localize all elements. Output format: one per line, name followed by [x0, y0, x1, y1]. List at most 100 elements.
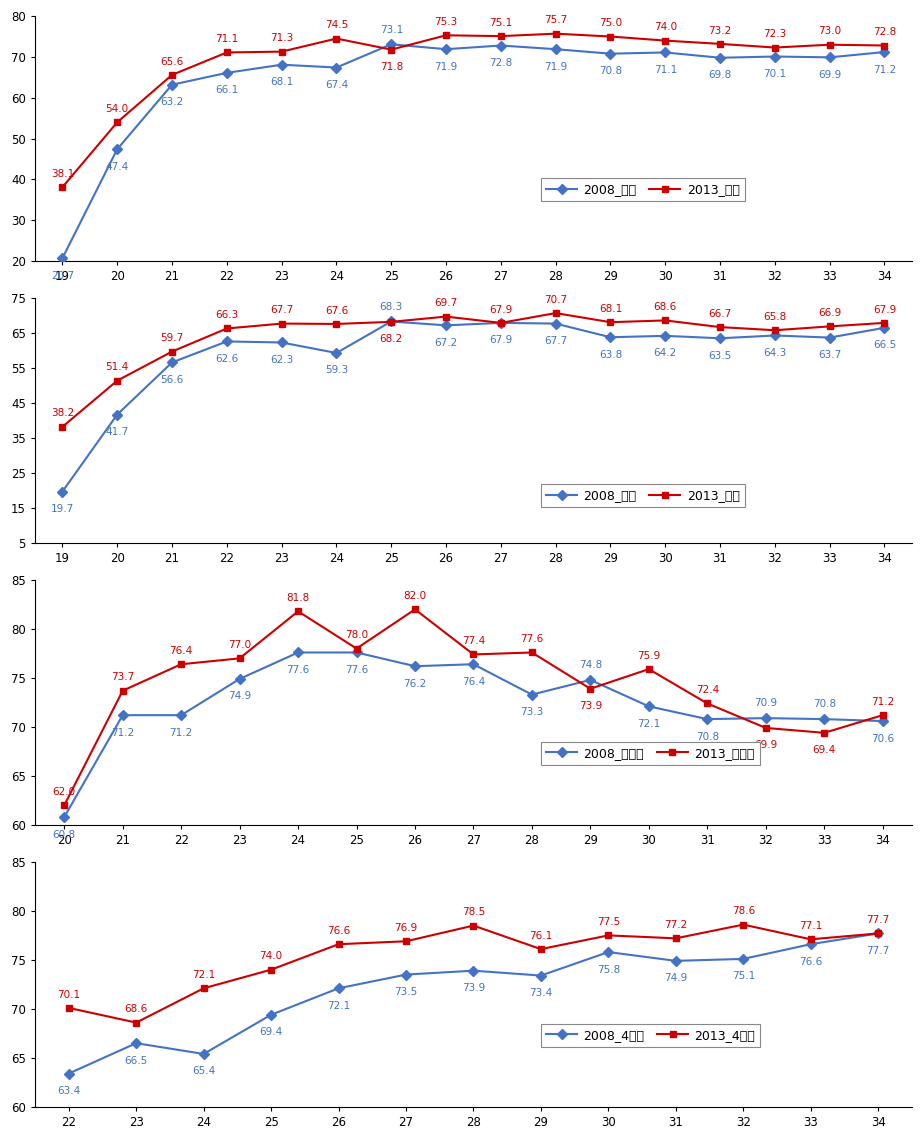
Text: 73.7: 73.7: [111, 673, 135, 683]
Text: 67.2: 67.2: [435, 337, 458, 348]
2008_전문대: [410, 659, 421, 673]
2008_전문대: [877, 715, 888, 728]
2013_4년제: [670, 931, 681, 945]
2013_전문대: [761, 722, 772, 735]
2013_4년제: [198, 982, 210, 995]
Text: 66.9: 66.9: [818, 308, 841, 318]
Text: 65.8: 65.8: [763, 312, 786, 321]
Text: 41.7: 41.7: [105, 428, 129, 437]
2008_전체: [496, 39, 507, 52]
Text: 72.8: 72.8: [489, 58, 512, 68]
2013_고교: [57, 420, 68, 433]
Text: 76.2: 76.2: [403, 678, 426, 689]
Text: 73.3: 73.3: [521, 707, 544, 717]
Text: 47.4: 47.4: [105, 162, 129, 172]
Text: 59.3: 59.3: [325, 366, 348, 375]
2008_전체: [112, 142, 123, 156]
2008_전체: [879, 46, 890, 59]
2013_전체: [440, 28, 451, 42]
Text: 38.2: 38.2: [51, 408, 74, 418]
2008_4년제: [468, 963, 479, 977]
2008_전체: [770, 50, 781, 64]
2008_전체: [714, 51, 725, 65]
Text: 71.2: 71.2: [871, 697, 894, 707]
Text: 75.8: 75.8: [597, 964, 620, 975]
2013_4년제: [872, 927, 883, 940]
2013_고교: [824, 319, 835, 333]
2008_고교: [222, 335, 233, 349]
Text: 67.6: 67.6: [325, 306, 348, 316]
Line: 2013_전문대: 2013_전문대: [61, 605, 886, 808]
Text: 69.7: 69.7: [435, 299, 458, 308]
Text: 70.8: 70.8: [599, 66, 622, 76]
2013_4년제: [63, 1001, 74, 1015]
Text: 77.6: 77.6: [345, 665, 368, 675]
Text: 63.2: 63.2: [161, 97, 184, 107]
2013_전체: [166, 68, 177, 82]
2008_고교: [331, 347, 342, 360]
Text: 75.0: 75.0: [599, 18, 622, 29]
Text: 66.1: 66.1: [215, 86, 238, 96]
2008_고교: [824, 331, 835, 344]
2008_전문대: [175, 708, 186, 722]
2013_4년제: [535, 943, 546, 956]
2013_전체: [222, 46, 233, 59]
2008_4년제: [670, 954, 681, 968]
Text: 76.1: 76.1: [529, 930, 553, 940]
2008_고교: [605, 331, 616, 344]
2013_전문대: [701, 697, 713, 710]
Text: 72.4: 72.4: [696, 685, 719, 695]
Text: 70.1: 70.1: [57, 990, 80, 1000]
Line: 2008_전체: 2008_전체: [59, 41, 888, 262]
2013_4년제: [131, 1016, 142, 1029]
2013_전문대: [526, 645, 537, 659]
Text: 71.9: 71.9: [544, 62, 568, 72]
2013_고교: [440, 310, 451, 324]
2008_4년제: [603, 945, 614, 959]
Text: 74.8: 74.8: [579, 660, 602, 670]
Text: 68.3: 68.3: [379, 302, 402, 311]
2013_전문대: [293, 604, 304, 618]
2008_전문대: [819, 712, 830, 726]
Text: 73.4: 73.4: [529, 988, 553, 998]
2013_고교: [112, 374, 123, 388]
2013_전문대: [468, 648, 479, 661]
2013_전문대: [877, 708, 888, 722]
Text: 74.0: 74.0: [653, 23, 677, 32]
2013_전체: [112, 115, 123, 129]
2008_전문대: [526, 687, 537, 701]
2013_고교: [166, 344, 177, 358]
2013_4년제: [603, 929, 614, 943]
2013_고교: [222, 321, 233, 335]
Text: 78.0: 78.0: [345, 630, 368, 641]
Text: 67.9: 67.9: [489, 304, 512, 315]
Text: 71.2: 71.2: [170, 727, 193, 738]
2013_4년제: [805, 933, 816, 946]
Text: 77.0: 77.0: [228, 640, 251, 650]
Text: 75.1: 75.1: [489, 18, 512, 27]
2013_4년제: [333, 937, 344, 951]
2013_전체: [605, 30, 616, 43]
2013_고교: [276, 317, 287, 331]
Text: 72.8: 72.8: [873, 27, 896, 38]
2008_4년제: [198, 1048, 210, 1061]
2013_고교: [660, 314, 671, 327]
Text: 76.4: 76.4: [462, 677, 485, 686]
Text: 74.9: 74.9: [228, 692, 251, 701]
2008_고교: [770, 328, 781, 342]
2013_고교: [386, 315, 397, 328]
2013_전체: [660, 34, 671, 48]
Text: 70.1: 70.1: [763, 70, 786, 79]
Text: 67.7: 67.7: [270, 306, 294, 316]
2013_전문대: [175, 658, 186, 671]
2013_전문대: [643, 662, 654, 676]
2008_전문대: [643, 700, 654, 714]
2013_4년제: [468, 919, 479, 933]
2008_전문대: [351, 645, 362, 659]
Text: 59.7: 59.7: [161, 333, 184, 343]
2013_전문대: [117, 684, 128, 698]
2008_4년제: [872, 927, 883, 940]
2008_4년제: [535, 969, 546, 983]
Text: 62.3: 62.3: [270, 355, 294, 365]
Text: 74.5: 74.5: [325, 21, 348, 31]
